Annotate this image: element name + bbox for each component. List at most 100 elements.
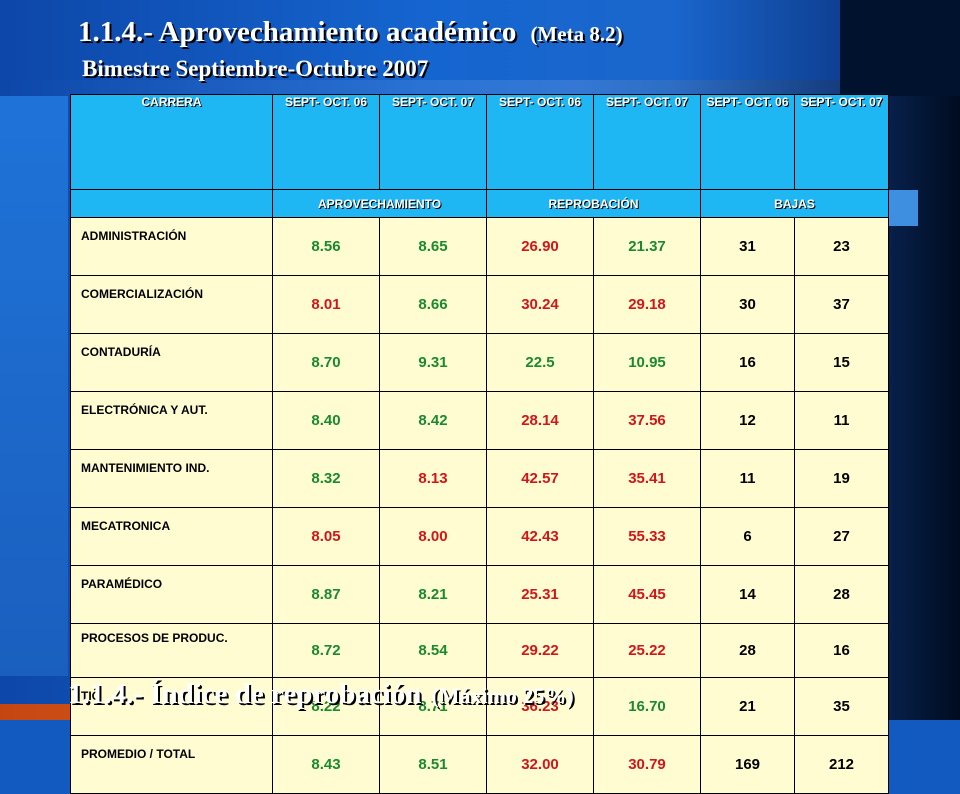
cell-carrera: MANTENIMIENTO IND. [70,449,273,508]
slide-subtitle: Bimestre Septiembre-Octubre 2007 [82,56,429,81]
table-header-row: CARRERA SEPT- OCT. 06 SEPT- OCT. 07 SEPT… [70,94,889,190]
cell-bajas-06: 16 [700,333,795,392]
cell-bajas-06: 12 [700,391,795,450]
cell-reprob-07: 45.45 [593,565,701,624]
cell-aprov-07: 8.13 [379,449,487,508]
cell-bajas-06: 11 [700,449,795,508]
table-row: ADMINISTRACIÓN 8.56 8.65 26.90 21.37 31 … [70,217,889,276]
cell-reprob-07: 10.95 [593,333,701,392]
cell-reprob-07: 29.18 [593,275,701,334]
slide-title-text: 1.1.4.- Aprovechamiento académico [78,16,517,48]
cell-bajas-06: 30 [700,275,795,334]
cell-aprov-06: 8.43 [272,735,380,794]
cell-bajas-07: 212 [794,735,889,794]
table-row: PROCESOS DE PRODUC. 8.72 8.54 29.22 25.2… [70,623,889,678]
table-row: MECATRONICA 8.05 8.00 42.43 55.33 6 27 [70,507,889,566]
cell-aprov-06: 8.56 [272,217,380,276]
table-row: CONTADURÍA 8.70 9.31 22.5 10.95 16 15 [70,333,889,392]
cell-carrera: PROMEDIO / TOTAL [70,735,273,794]
cell-carrera: ELECTRÓNICA Y AUT. [70,391,273,450]
cell-bajas-06: 28 [700,623,795,678]
background-top-right-block [840,0,960,96]
cell-reprob-07: 35.41 [593,449,701,508]
cell-bajas-07: 15 [794,333,889,392]
cell-bajas-06: 31 [700,217,795,276]
footer-title-note: (Máximo 25%) [431,683,574,708]
group-empty [70,189,273,218]
header-aprov-07: SEPT- OCT. 07 [379,94,487,190]
cell-bajas-07: 37 [794,275,889,334]
cell-aprov-07: 8.65 [379,217,487,276]
cell-aprov-06: 8.32 [272,449,380,508]
cell-carrera: MECATRONICA [70,507,273,566]
footer-title-text: 1.1.4.- Índice de reprobación [68,678,422,710]
group-bajas: BAJAS [700,189,889,218]
cell-reprob-06: 32.00 [486,735,594,794]
group-aprovechamiento: APROVECHAMIENTO [272,189,487,218]
cell-bajas-07: 19 [794,449,889,508]
cell-bajas-07: 28 [794,565,889,624]
cell-reprob-06: 25.31 [486,565,594,624]
cell-aprov-07: 8.66 [379,275,487,334]
cell-bajas-07: 23 [794,217,889,276]
cell-reprob-07: 16.70 [593,677,701,736]
header-bajas-07: SEPT- OCT. 07 [794,94,889,190]
cell-bajas-07: 27 [794,507,889,566]
cell-reprob-06: 22.5 [486,333,594,392]
header-aprov-06: SEPT- OCT. 06 [272,94,380,190]
slide-title-note: (Meta 8.2) [530,22,623,46]
cell-aprov-06: 8.72 [272,623,380,678]
cell-aprov-06: 8.40 [272,391,380,450]
table-row: PARAMÉDICO 8.87 8.21 25.31 45.45 14 28 [70,565,889,624]
cell-carrera: ADMINISTRACIÓN [70,217,273,276]
cell-aprov-06: 8.05 [272,507,380,566]
cell-carrera: PROCESOS DE PRODUC. [70,623,273,678]
cell-reprob-07: 55.33 [593,507,701,566]
background-stripe [0,80,960,96]
cell-carrera: CONTADURÍA [70,333,273,392]
cell-bajas-06: 21 [700,677,795,736]
cell-reprob-06: 30.24 [486,275,594,334]
slide-title: 1.1.4.- Aprovechamiento académico (Meta 8… [78,16,623,49]
header-reprob-06: SEPT- OCT. 06 [486,94,594,190]
header-bajas-06: SEPT- OCT. 06 [700,94,795,190]
cell-bajas-07: 11 [794,391,889,450]
cell-aprov-06: 8.01 [272,275,380,334]
table-group-row: APROVECHAMIENTO REPROBACIÓN BAJAS [70,189,889,218]
group-reprobacion: REPROBACIÓN [486,189,701,218]
header-carrera: CARRERA [70,94,273,190]
cell-aprov-06: 8.87 [272,565,380,624]
cell-aprov-07: 8.21 [379,565,487,624]
cell-aprov-06: 8.70 [272,333,380,392]
footer-title: 1.1.4.- Índice de reprobación (Máximo 25%… [68,678,574,711]
cell-bajas-06: 169 [700,735,795,794]
cell-reprob-07: 37.56 [593,391,701,450]
cell-bajas-07: 35 [794,677,889,736]
cell-reprob-06: 26.90 [486,217,594,276]
cell-carrera: PARAMÉDICO [70,565,273,624]
table-row: MANTENIMIENTO IND. 8.32 8.13 42.57 35.41… [70,449,889,508]
background-right-band [882,0,960,720]
table-row: ELECTRÓNICA Y AUT. 8.40 8.42 28.14 37.56… [70,391,889,450]
background-left-block [0,96,68,676]
cell-aprov-07: 8.42 [379,391,487,450]
cell-aprov-07: 8.54 [379,623,487,678]
table-row: COMERCIALIZACIÓN 8.01 8.66 30.24 29.18 3… [70,275,889,334]
cell-reprob-06: 28.14 [486,391,594,450]
cell-aprov-07: 8.00 [379,507,487,566]
cell-reprob-07: 25.22 [593,623,701,678]
cell-aprov-07: 8.51 [379,735,487,794]
table-row-total: PROMEDIO / TOTAL 8.43 8.51 32.00 30.79 1… [70,735,889,794]
cell-bajas-06: 6 [700,507,795,566]
cell-reprob-06: 29.22 [486,623,594,678]
cell-reprob-07: 21.37 [593,217,701,276]
cell-bajas-06: 14 [700,565,795,624]
cell-reprob-06: 42.57 [486,449,594,508]
cell-reprob-06: 42.43 [486,507,594,566]
cell-reprob-07: 30.79 [593,735,701,794]
cell-carrera: COMERCIALIZACIÓN [70,275,273,334]
background-light-box [888,190,918,226]
cell-bajas-07: 16 [794,623,889,678]
cell-aprov-07: 9.31 [379,333,487,392]
header-reprob-07: SEPT- OCT. 07 [593,94,701,190]
